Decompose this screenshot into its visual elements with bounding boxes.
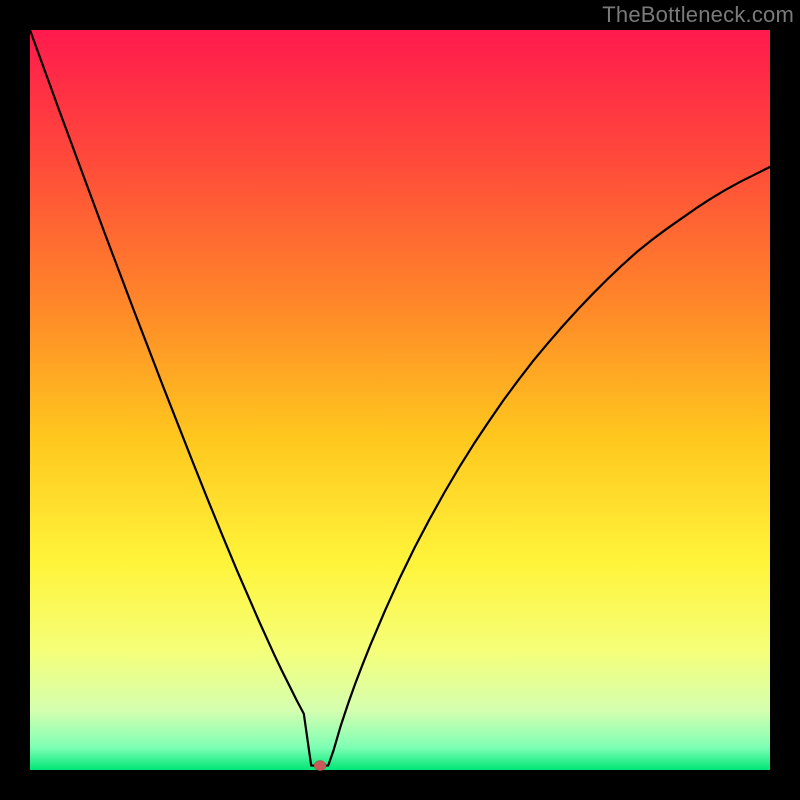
chart-container: TheBottleneck.com bbox=[0, 0, 800, 800]
optimal-point-marker bbox=[314, 761, 326, 771]
plot-background bbox=[30, 30, 770, 770]
watermark-text: TheBottleneck.com bbox=[602, 2, 794, 28]
bottleneck-curve-chart bbox=[0, 0, 800, 800]
